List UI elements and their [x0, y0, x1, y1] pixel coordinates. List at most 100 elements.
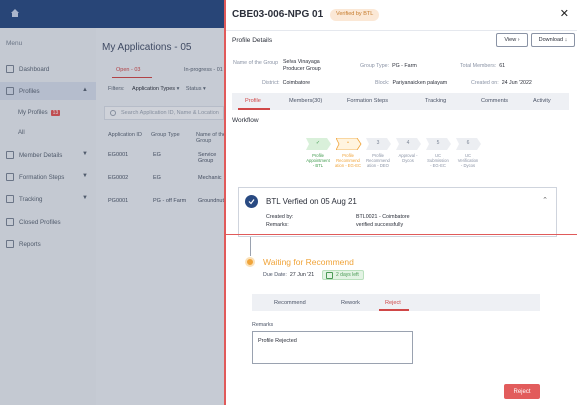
- tab-open-underline: [112, 77, 152, 78]
- created-by-value: BTL0021 - Coimbatore: [356, 214, 410, 220]
- applications-panel: My Applications - 05 Open - 03 In-progre…: [96, 28, 226, 405]
- divider: [226, 30, 577, 31]
- tab-members[interactable]: Members(30): [289, 98, 323, 104]
- chevron-right-icon: ›: [517, 37, 520, 43]
- created-on: Created on: 24 Jun '2022: [471, 80, 532, 86]
- dashboard-icon: [6, 65, 14, 73]
- application-id: CBE03-006-NPG 01: [232, 9, 324, 20]
- sidebar-item-my-profiles[interactable]: My Profiles 13: [18, 110, 61, 116]
- step-label: Approval - Dycos: [398, 153, 418, 163]
- column-header: Application ID: [108, 132, 142, 138]
- total-members: Total Members: 61: [460, 63, 506, 69]
- sidebar-item-all[interactable]: All: [18, 130, 25, 136]
- workflow-title: Workflow: [232, 117, 259, 124]
- sidebar-item-member-details[interactable]: Member Details ▼: [0, 146, 96, 164]
- tab-comments[interactable]: Comments: [481, 98, 509, 104]
- table-cell[interactable]: EG0001: [108, 152, 129, 158]
- tab-open[interactable]: Open - 03: [116, 67, 141, 73]
- sidebar-item-tracking[interactable]: Tracking ▼: [0, 190, 96, 208]
- status-badge: Verified by BTL: [330, 9, 380, 21]
- step-label: Profile Appointment - BTL: [306, 153, 330, 168]
- tab-activity[interactable]: Activity: [533, 98, 551, 104]
- view-button[interactable]: View ›: [496, 33, 528, 47]
- drawer-header: CBE03-006-NPG 01 Verified by BTL ✕: [226, 0, 577, 30]
- tab-reject[interactable]: Reject: [385, 300, 401, 306]
- download-button[interactable]: Download ↓: [531, 33, 575, 47]
- filters-label: Filters:: [108, 86, 125, 92]
- remarks-label: Remarks: [252, 322, 274, 328]
- application-drawer: CBE03-006-NPG 01 Verified by BTL ✕ Profi…: [224, 0, 577, 405]
- divider: [226, 234, 577, 235]
- sidebar: Menu Dashboard Profiles ▲ My Profiles 13 A…: [0, 28, 96, 405]
- remarks-input[interactable]: Profile Rejected: [252, 331, 413, 364]
- reports-icon: [6, 240, 14, 248]
- profiles-icon: [6, 87, 14, 95]
- drawer-tabs: Profile Members(30) Formation Steps Trac…: [232, 93, 569, 110]
- sidebar-item-dashboard[interactable]: Dashboard: [0, 60, 96, 78]
- reject-button[interactable]: Reject: [504, 384, 540, 399]
- tab-formation-steps[interactable]: Formation Steps: [347, 98, 389, 104]
- chevron-down-icon: ▼: [82, 173, 88, 179]
- search-input[interactable]: Search Application ID, Name & Location: [104, 106, 224, 120]
- step-3: 3 Profile Recommend ation - DEO: [366, 138, 391, 168]
- group-type: Group Type: PG - Farm: [360, 63, 417, 69]
- action-tabs: Recommend Rework Reject: [252, 294, 540, 311]
- page-title: My Applications - 05: [102, 42, 192, 53]
- tab-underline: [379, 309, 409, 311]
- step-5: 5 UC Submission - EG-EC: [426, 138, 451, 168]
- table-cell[interactable]: EG0002: [108, 175, 129, 181]
- timeline-connector: [250, 237, 251, 256]
- table-cell: Mechanic: [198, 175, 222, 181]
- sidebar-item-closed-profiles[interactable]: Closed Profiles: [0, 213, 96, 231]
- filters-row: Filters: Application Types ▾ Status ▾: [108, 86, 206, 92]
- chevron-up-icon: ▲: [82, 87, 88, 93]
- check-icon: ✓: [315, 140, 321, 146]
- table-cell: PG - off Farm: [153, 198, 187, 204]
- close-icon[interactable]: ✕: [559, 8, 569, 20]
- step-1: ✓ Profile Appointment - BTL: [306, 138, 331, 168]
- btl-title: BTL Verfied on 05 Aug 21: [266, 197, 357, 206]
- due-date: Due Date: 27 Jun '21: [263, 272, 315, 278]
- sidebar-item-profiles[interactable]: Profiles ▲: [0, 82, 96, 100]
- table-cell[interactable]: PG0001: [108, 198, 129, 204]
- sidebar-item-reports[interactable]: Reports: [0, 235, 96, 253]
- step-label: Profile Recommend ation - DEO: [366, 153, 390, 168]
- status-filter[interactable]: Status: [185, 86, 202, 92]
- home-icon[interactable]: [10, 8, 20, 18]
- table-cell: EG: [153, 152, 161, 158]
- count-badge: 13: [50, 110, 61, 116]
- tab-tracking[interactable]: Tracking: [425, 98, 447, 104]
- members-icon: [6, 151, 14, 159]
- created-by-label: Created by:: [266, 214, 294, 220]
- tab-rework[interactable]: Rework: [341, 300, 360, 306]
- group-name-label: Name of the Group: [233, 60, 279, 66]
- step-2: • Profile Recommend ation - EG-EC: [335, 138, 362, 168]
- step-label: UC Verification - Dycos: [457, 153, 479, 168]
- search-icon: [110, 110, 116, 116]
- days-left-badge: 2 days left: [322, 270, 364, 280]
- tracking-icon: [6, 195, 14, 203]
- step-label: UC Submission - EG-EC: [427, 153, 449, 168]
- tab-underline: [238, 108, 270, 110]
- application-type-filter[interactable]: Application Types: [132, 86, 176, 92]
- column-header: Group Type: [151, 132, 180, 138]
- remarks-label: Remarks:: [266, 222, 289, 228]
- tab-recommend[interactable]: Recommend: [274, 300, 306, 306]
- tab-profile[interactable]: Profile: [245, 98, 261, 104]
- remarks-value: verified successfully: [356, 222, 404, 228]
- closed-icon: [6, 218, 14, 226]
- chevron-down-icon: ▼: [82, 151, 88, 157]
- pending-dot-icon: [245, 257, 255, 267]
- waiting-title: Waiting for Recommend: [263, 257, 354, 267]
- step-4: 4 Approval - Dycos: [396, 138, 421, 163]
- steps-icon: [6, 173, 14, 181]
- sidebar-item-formation-steps[interactable]: Formation Steps ▼: [0, 168, 96, 186]
- workflow-stepper: ✓ Profile Appointment - BTL • Profile Recom…: [306, 138, 506, 178]
- table-cell: EG: [153, 175, 161, 181]
- status-tabs: Open - 03 In-progress - 01: [102, 64, 226, 78]
- tab-in-progress[interactable]: In-progress - 01: [184, 67, 223, 73]
- section-title: Profile Details: [232, 37, 273, 44]
- block: Block: Pariyanaicken palayam: [375, 80, 448, 86]
- chevron-up-icon[interactable]: ⌃: [542, 197, 548, 204]
- download-icon: ↓: [564, 37, 568, 43]
